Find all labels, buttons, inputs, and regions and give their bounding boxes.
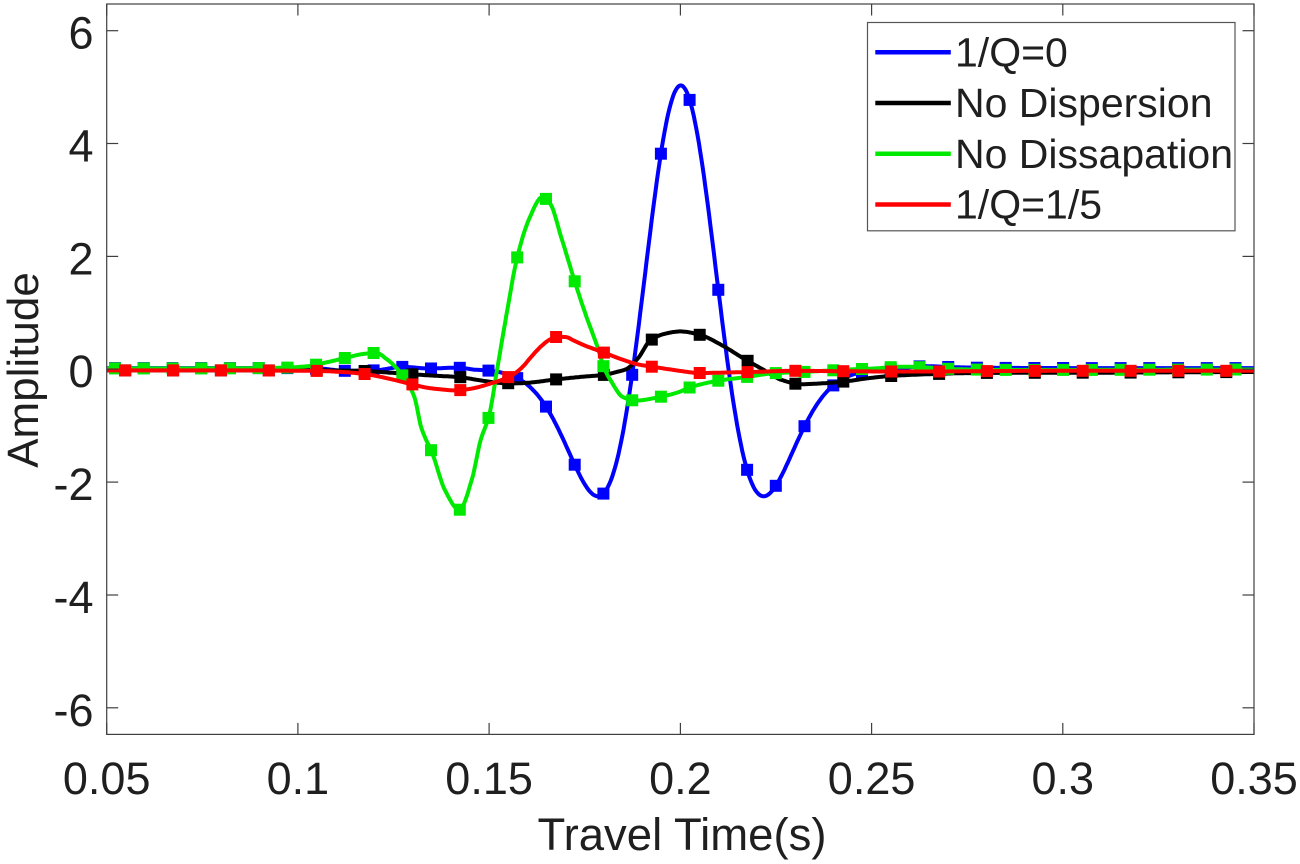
- svg-text:4: 4: [68, 121, 93, 172]
- svg-text:0.15: 0.15: [445, 753, 533, 804]
- svg-text:0.25: 0.25: [828, 753, 916, 804]
- svg-text:2: 2: [68, 233, 93, 284]
- svg-text:1/Q=1/5: 1/Q=1/5: [955, 182, 1102, 228]
- svg-text:No Dissapation: No Dissapation: [955, 131, 1233, 177]
- svg-text:-6: -6: [53, 685, 93, 736]
- svg-text:0: 0: [68, 346, 93, 397]
- svg-text:0.1: 0.1: [267, 753, 330, 804]
- svg-text:-4: -4: [53, 572, 93, 623]
- svg-text:0.35: 0.35: [1210, 753, 1298, 804]
- svg-text:Amplitude: Amplitude: [0, 272, 48, 468]
- svg-text:Travel Time(s): Travel Time(s): [537, 809, 826, 860]
- svg-text:No Dispersion: No Dispersion: [955, 80, 1213, 126]
- svg-text:0.05: 0.05: [63, 753, 151, 804]
- svg-text:0.3: 0.3: [1032, 753, 1095, 804]
- svg-text:1/Q=0: 1/Q=0: [955, 29, 1068, 75]
- svg-text:-2: -2: [53, 459, 93, 510]
- svg-text:0.2: 0.2: [649, 753, 712, 804]
- svg-text:6: 6: [68, 8, 93, 59]
